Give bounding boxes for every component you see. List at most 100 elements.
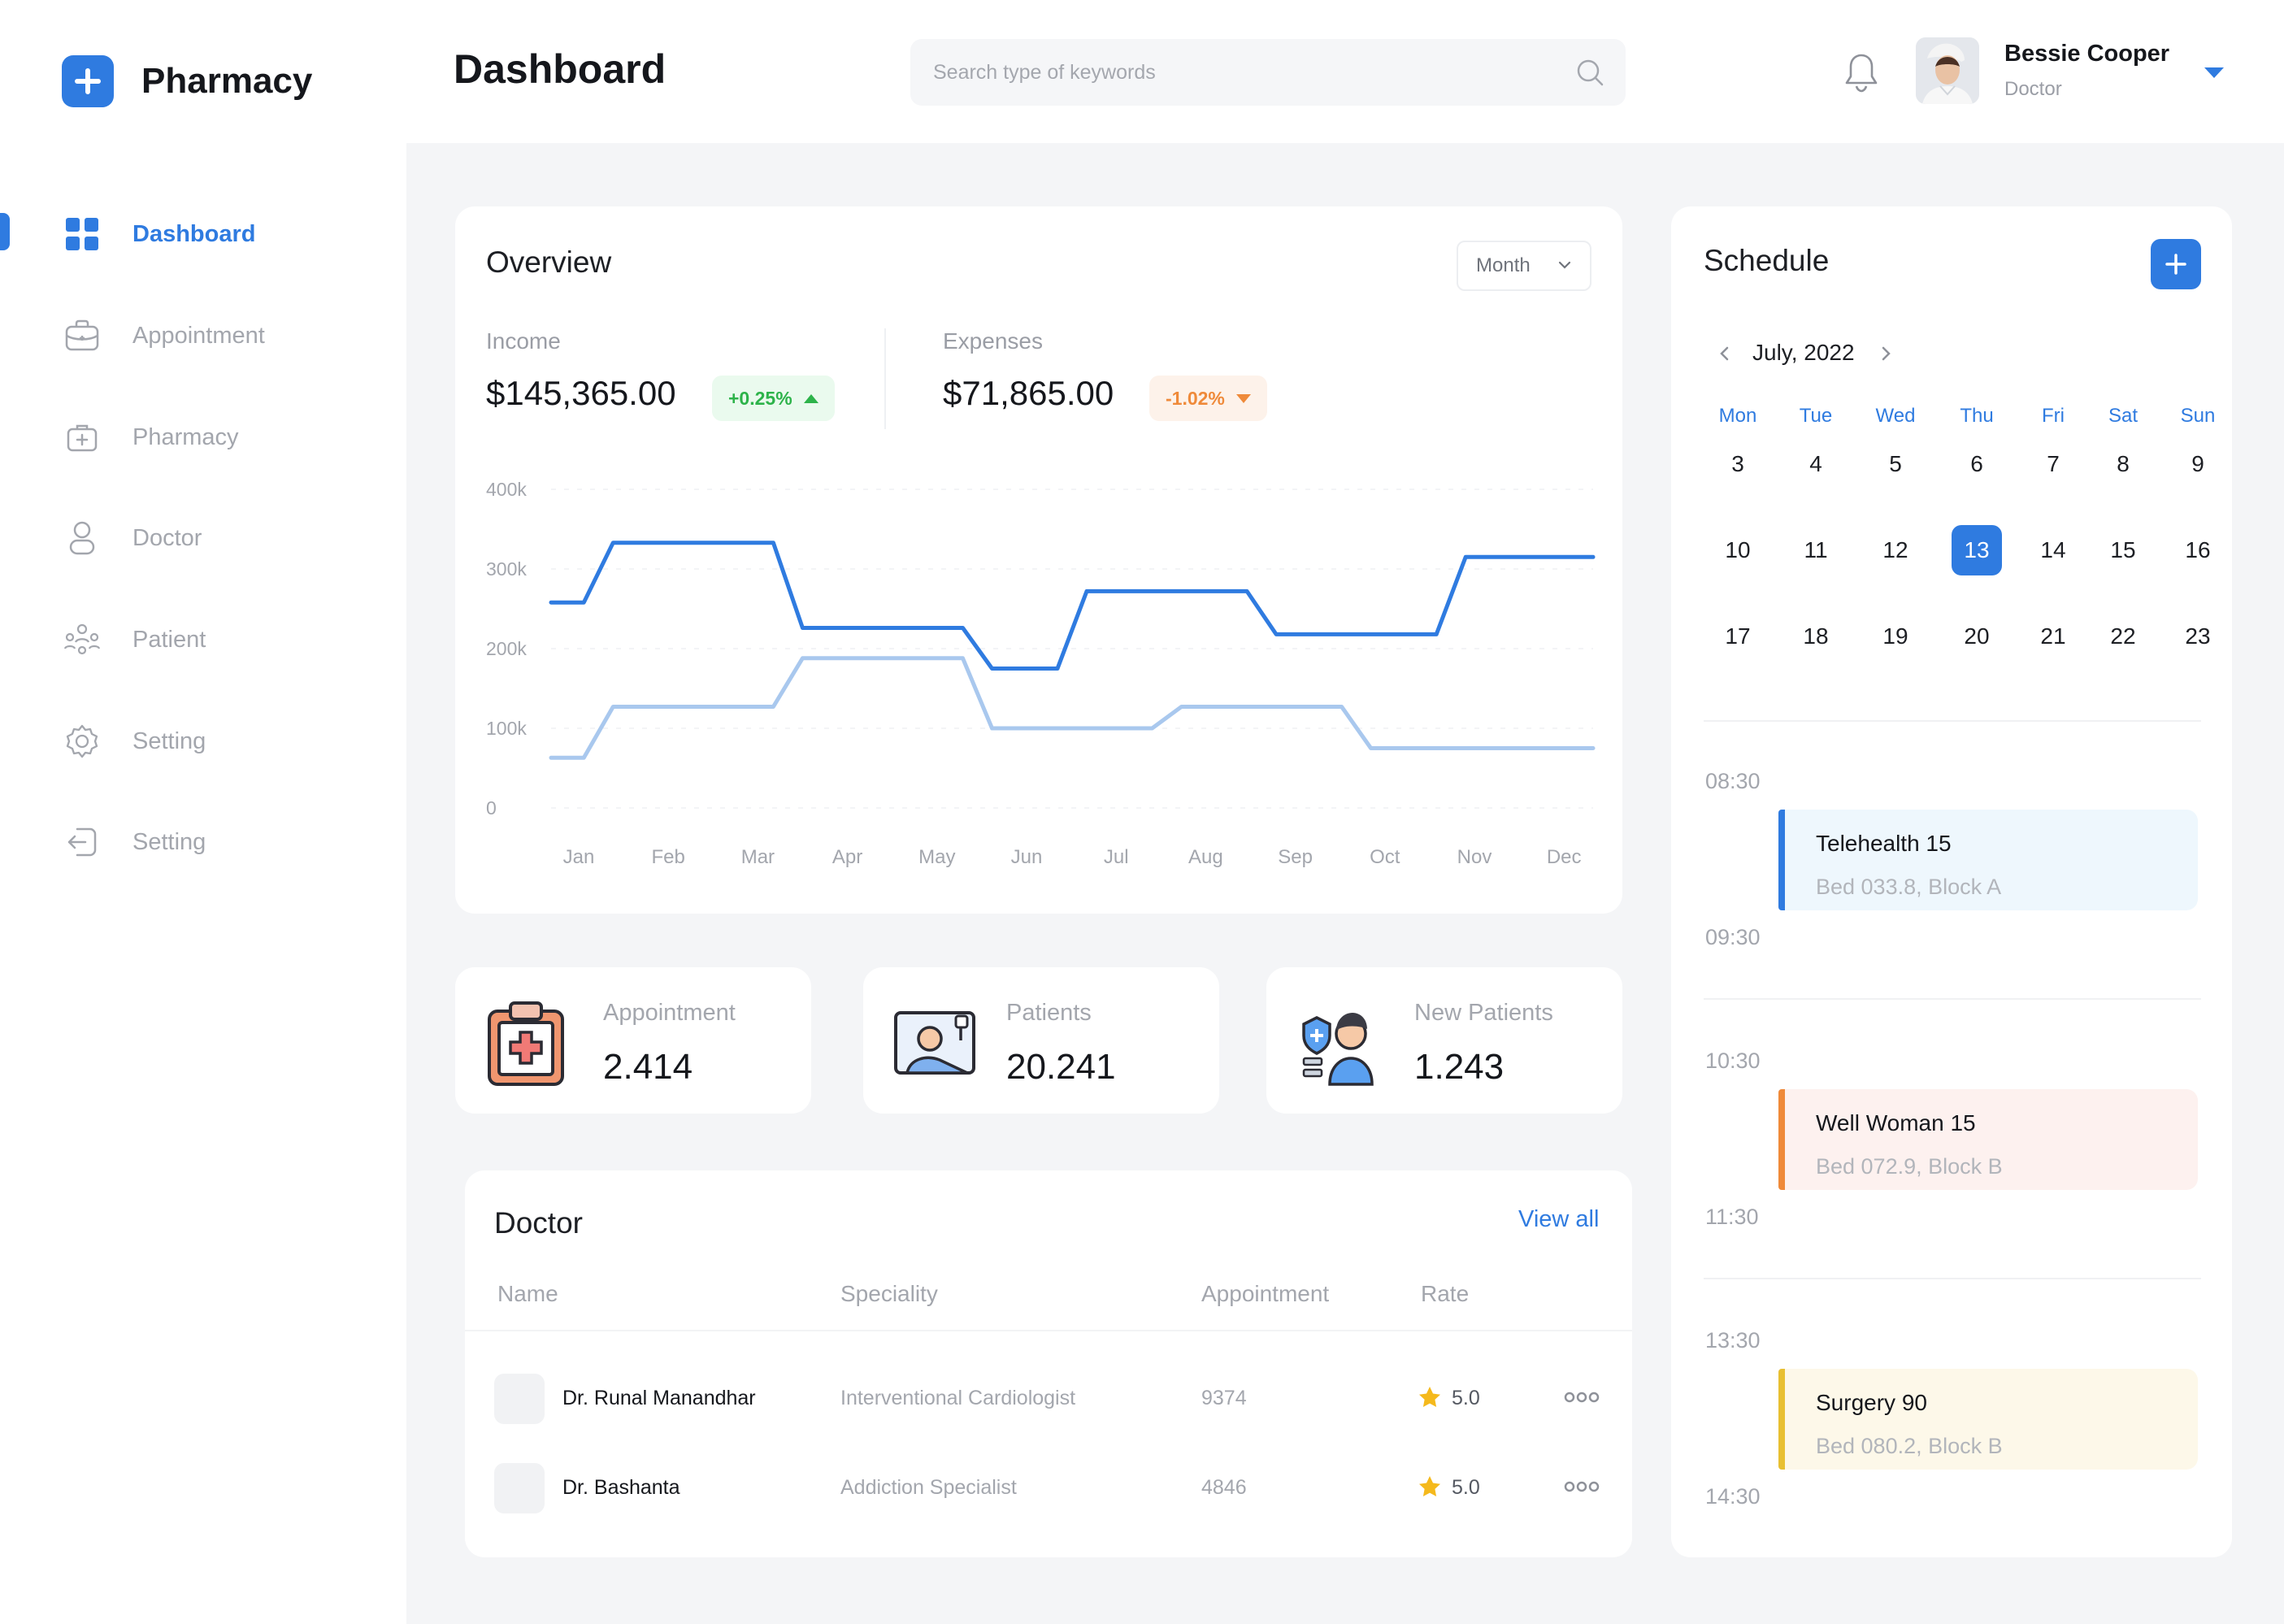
- event-location: Bed 033.8, Block A: [1816, 875, 2002, 899]
- column-header-rate[interactable]: Rate: [1421, 1281, 1470, 1306]
- user-name: Bessie Cooper: [2004, 41, 2170, 67]
- sidebar: Dashboard Appointment Pharmacy Doctor Pa…: [0, 143, 406, 1624]
- x-tick-label: Apr: [832, 846, 862, 868]
- doctor-rate: 5.0: [1452, 1387, 1480, 1409]
- calendar-day[interactable]: 10: [1725, 537, 1751, 562]
- event-card[interactable]: Well Woman 15 Bed 072.9, Block B: [1778, 1089, 2198, 1190]
- page-title: Dashboard: [454, 46, 667, 92]
- calendar-day[interactable]: 3: [1731, 451, 1744, 476]
- table-row[interactable]: Dr. Runal Manandhar Interventional Cardi…: [465, 1357, 1632, 1439]
- event-card[interactable]: Surgery 90 Bed 080.2, Block B: [1778, 1369, 2198, 1470]
- event-card[interactable]: Telehealth 15 Bed 033.8, Block A: [1778, 810, 2198, 910]
- active-indicator: [0, 213, 10, 250]
- table-row[interactable]: Dr. Bashanta Addiction Specialist 4846 5…: [465, 1447, 1632, 1528]
- x-tick-label: Jun: [1011, 846, 1043, 868]
- more-options-icon[interactable]: [1564, 1478, 1600, 1496]
- time-label: 10:30: [1705, 1049, 1761, 1073]
- user-icon: [63, 519, 101, 557]
- bell-icon[interactable]: [1843, 52, 1879, 94]
- sidebar-item-dashboard[interactable]: Dashboard: [0, 202, 406, 267]
- schedule-card: Schedule July, 2022 Mon Tue Wed Thu Fri Sat Su…: [1671, 206, 2232, 1557]
- y-tick-label: 100k: [486, 718, 527, 739]
- event-location: Bed 080.2, Block B: [1816, 1434, 2003, 1458]
- calendar-day[interactable]: 21: [2040, 623, 2066, 649]
- sidebar-item-pharmacy[interactable]: Pharmacy: [0, 405, 406, 470]
- calendar-day[interactable]: 19: [1882, 623, 1908, 649]
- sidebar-item-logout[interactable]: Setting: [0, 810, 406, 875]
- event-title: Surgery 90: [1816, 1390, 1927, 1415]
- income-value: $145,365.00: [486, 374, 676, 412]
- sidebar-item-appointment[interactable]: Appointment: [0, 303, 406, 368]
- header-divider: [465, 1330, 1632, 1331]
- period-select[interactable]: Month: [1457, 241, 1591, 291]
- doctor-name: Dr. Bashanta: [562, 1476, 680, 1499]
- series-line-1: [549, 656, 1596, 760]
- search-icon[interactable]: [1575, 58, 1604, 87]
- sidebar-item-doctor[interactable]: Doctor: [0, 506, 406, 571]
- calendar-day[interactable]: 14: [2040, 537, 2066, 562]
- gear-icon: [63, 723, 101, 760]
- calendar-day[interactable]: 9: [2191, 451, 2204, 476]
- column-header-name[interactable]: Name: [497, 1281, 558, 1306]
- plus-logo-icon: [62, 55, 114, 107]
- doctor-photo: [494, 1463, 545, 1513]
- logout-icon: [63, 823, 101, 861]
- calendar-day[interactable]: 18: [1803, 623, 1829, 649]
- x-tick-label: Jan: [563, 846, 595, 868]
- calendar-day[interactable]: 15: [2110, 537, 2136, 562]
- calendar-day[interactable]: 23: [2185, 623, 2211, 649]
- calendar-day[interactable]: 17: [1725, 623, 1751, 649]
- users-icon: [63, 621, 101, 658]
- divider: [1704, 998, 2201, 1000]
- avatar[interactable]: [1916, 37, 1979, 104]
- expenses-value: $71,865.00: [943, 374, 1114, 412]
- event-title: Telehealth 15: [1816, 831, 1952, 856]
- calendar-day[interactable]: 6: [1970, 451, 1983, 476]
- chevron-down-icon: [1558, 261, 1571, 269]
- calendar-day[interactable]: 22: [2110, 623, 2136, 649]
- chevron-left-icon[interactable]: [1717, 343, 1733, 364]
- weekday-label: Tue: [1799, 405, 1833, 427]
- weekday-label: Sat: [2108, 405, 2139, 427]
- series-line-0: [549, 541, 1596, 671]
- time-label: 11:30: [1705, 1205, 1759, 1229]
- calendar-day[interactable]: 12: [1882, 537, 1908, 562]
- arrow-down-icon: [1235, 393, 1251, 403]
- user-role: Doctor: [2004, 78, 2062, 100]
- calendar-day[interactable]: 20: [1964, 623, 1990, 649]
- caret-down-icon[interactable]: [2203, 65, 2225, 80]
- search-input[interactable]: [933, 60, 1575, 85]
- column-header-appointment[interactable]: Appointment: [1201, 1281, 1330, 1306]
- stat-value: 2.414: [603, 1047, 693, 1087]
- calendar-month: July, 2022: [1752, 340, 1855, 365]
- divider: [1704, 720, 2201, 722]
- calendar-day[interactable]: 16: [2185, 537, 2211, 562]
- x-tick-label: Dec: [1547, 846, 1582, 868]
- x-tick-label: Oct: [1370, 846, 1400, 868]
- calendar-day[interactable]: 7: [2047, 451, 2060, 476]
- stat-label: Patients: [1006, 1000, 1092, 1026]
- income-change-badge: +0.25%: [712, 376, 835, 421]
- clipboard-medical-icon: [488, 1001, 564, 1086]
- more-options-icon[interactable]: [1564, 1388, 1600, 1406]
- calendar-day[interactable]: 4: [1809, 451, 1822, 476]
- brand[interactable]: Pharmacy: [62, 55, 312, 107]
- search-bar: [910, 39, 1626, 106]
- sidebar-item-patient[interactable]: Patient: [0, 607, 406, 672]
- column-header-speciality[interactable]: Speciality: [840, 1281, 938, 1306]
- sidebar-item-label: Setting: [132, 828, 206, 855]
- schedule-title: Schedule: [1704, 244, 1830, 277]
- calendar-day[interactable]: 8: [2117, 451, 2130, 476]
- income-label: Income: [486, 328, 561, 354]
- chevron-right-icon[interactable]: [1878, 343, 1894, 364]
- add-event-button[interactable]: [2151, 239, 2201, 289]
- calendar-day[interactable]: 5: [1889, 451, 1902, 476]
- x-tick-label: Feb: [652, 846, 685, 868]
- calendar-day-selected[interactable]: 13: [1952, 525, 2002, 575]
- view-all-link[interactable]: View all: [1518, 1206, 1600, 1232]
- calendar-day[interactable]: 11: [1804, 537, 1828, 562]
- time-label: 09:30: [1705, 925, 1761, 949]
- time-label: 13:30: [1705, 1328, 1761, 1353]
- stat-label: Appointment: [603, 1000, 736, 1026]
- sidebar-item-setting[interactable]: Setting: [0, 709, 406, 774]
